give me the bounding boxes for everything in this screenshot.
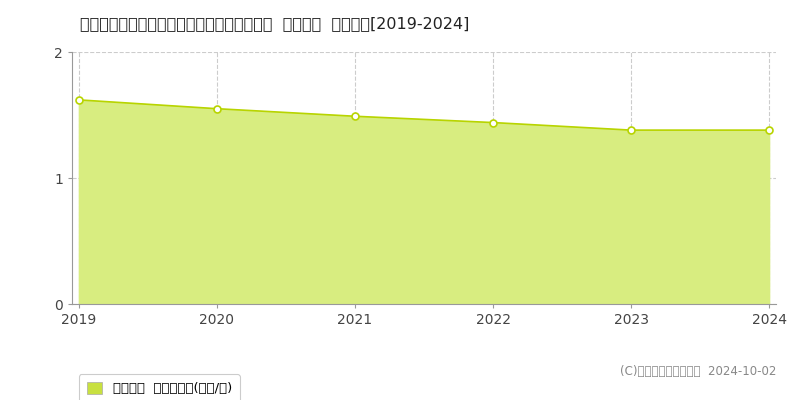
Point — [762, 127, 775, 133]
Point — [210, 106, 223, 112]
Point — [349, 113, 362, 120]
Point — [625, 127, 638, 133]
Legend: 公示地価  平均坪単価(万円/坪): 公示地価 平均坪単価(万円/坪) — [78, 374, 240, 400]
Point — [73, 97, 86, 103]
Text: 兵庫県佐用郡佐用町三原字前田１４９番３外  公示地価  地価推移[2019-2024]: 兵庫県佐用郡佐用町三原字前田１４９番３外 公示地価 地価推移[2019-2024… — [80, 16, 470, 31]
Point — [486, 119, 499, 126]
Text: (C)土地価格ドットコム  2024-10-02: (C)土地価格ドットコム 2024-10-02 — [620, 365, 776, 378]
